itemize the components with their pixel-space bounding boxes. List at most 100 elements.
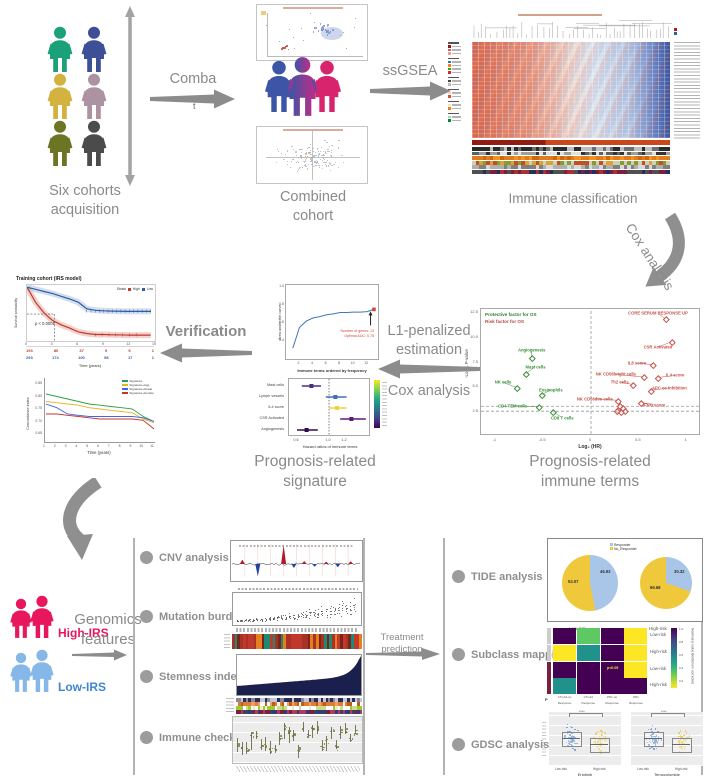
legend-swatch [141,287,145,291]
low-irs-label: Low-IRS [58,680,106,694]
risk-count: 174 [52,355,59,360]
axis-tick: 4 [75,444,78,448]
volcano-point-label: IFNG score [642,401,666,407]
concordance-section: Signature Signature+Age Signature+Grade Sig… [22,374,164,464]
submap-col-label: Response [629,701,643,705]
volcano-plot: Protective factor for OS Risk factor for… [480,308,701,436]
combat-arrow-icon [150,89,235,109]
risk-table-row-low: 293 174 100 58 17 1 [26,355,154,360]
high-irs-label: High-IRS [58,626,109,640]
submap-side-cell [547,678,551,695]
heatmap-class-legend [674,28,677,35]
axis-tick: 3 [50,342,53,346]
subclass-mapping-label: Subclass mapping [471,649,569,661]
six-cohorts-section: Six cohorts acquisition [0,0,175,225]
axis-tick: 0.6 [679,653,684,657]
immune-classification-section: Immune classification [448,12,708,207]
volcano-point-label: CSR Activated [643,344,673,350]
combined-cohort-label: Combined cohort [279,189,347,224]
gdsc-plot-1: **** [549,710,621,766]
submap-row-label: High-risk [650,682,667,688]
annotation-strip [236,706,362,710]
axis-tick: 2 [297,361,300,365]
submap-side-strip [547,628,551,695]
submap-cell [624,644,648,661]
cnv-analysis-label: CNV analysis [159,552,229,564]
submap-col-label: Response [605,701,619,705]
pca-before-plot [256,4,368,61]
axis-tick: 0.75 [35,406,42,410]
gdsc-drug-2: Temozolomide [654,772,680,777]
double-arrow-icon [125,6,135,186]
submap-cell [553,678,576,695]
submap-col-label: Response [557,701,572,705]
bullet-icon [452,738,465,751]
axis-tick: 6 [324,361,327,365]
forest-colorbar-ticks [382,382,387,426]
annotation-strip [472,160,670,165]
submap-col-label: CTLA4 [583,695,593,699]
volcano-point-label: CD4 TEM cells [498,402,527,408]
significance-stars: **** [579,710,585,714]
axis-tick: 1 [43,444,45,448]
axis-tick: 0.4 [679,666,684,670]
auc-annotation: Number of genes: 13 Optimal AUC: 0.78 [340,329,374,339]
volcano-point-label: IL8 score [627,360,647,366]
axis-tick: 2.5 [472,408,478,414]
axis-tick: 0.70 [35,418,42,423]
forest-row-label: Lymph vessels [259,393,284,398]
signature-section: Number of genes: 13 Optimal AUC: 0.78 Ar… [240,280,390,490]
risk-count: 80 [53,348,59,353]
stemness-index-label: Stemness index [159,671,243,683]
km-ylabel: Survival probability [14,297,18,328]
axis-tick: 0.6 [293,438,299,442]
risk-count: 100 [78,355,85,360]
volcano-point-label: Mast cells [525,363,546,369]
dendrogram [472,18,679,38]
submap-cell [600,628,624,644]
person-icon [30,595,54,638]
volcano-legend-risk: Risk factor for OS [485,319,525,324]
annotation-strip [472,147,670,151]
submap-pvalue: p<0.05 [607,666,619,670]
pie-value: 53.07 [568,579,579,584]
axis-tick: 10 [139,444,144,448]
forest-xlabel: Hazard ratios of immune terms [302,444,358,449]
annotation-strip [472,151,670,156]
axis-tick: 0.8 [679,640,684,644]
pie-high-label: High-risk [649,626,667,631]
axis-tick: 7.5 [472,358,478,364]
submap-colorbar [671,628,677,688]
risk-count: 193 [26,348,33,353]
axis-tick: -0.5 [538,437,546,442]
risk-count: 293 [26,355,33,360]
submap-side-cell [547,628,551,644]
significance-stars: **** [661,710,667,714]
submap-row-label: High-risk [650,648,667,654]
risk-count: 17 [127,355,133,360]
axis-tick: 10 [350,361,355,365]
genomics-arrow-icon [72,649,127,661]
axis-tick: 15 [152,342,156,346]
cox-analysis-label2: Cox analysis [387,383,471,399]
forest-plot [288,378,370,436]
axis-tick: 12 [364,361,369,365]
bracket-line [133,538,135,775]
axis-tick: 0.5 [635,437,641,442]
bullet-icon [140,731,153,744]
risk-count: 5 [128,348,131,353]
annotation-strip [472,165,670,170]
axis-tick: 0 [588,437,592,442]
km-title: Training cohort (IRS model) [16,276,82,282]
axis-tick: 2 [53,444,56,448]
forest-row-label: Mast cells [267,382,284,387]
submap-cell [624,678,648,695]
plot-title-text [283,7,343,9]
volcano-caption: Prognosis-related immune terms [529,453,651,491]
legend-swatch [127,287,131,291]
treatment-prediction-label: Treatment prediction [380,632,424,656]
submap-cell [553,644,576,661]
gdsc-plot-2: **** [631,710,703,766]
submap-cell [576,678,600,695]
volcano-point-label: APC co inhibition [651,385,687,391]
